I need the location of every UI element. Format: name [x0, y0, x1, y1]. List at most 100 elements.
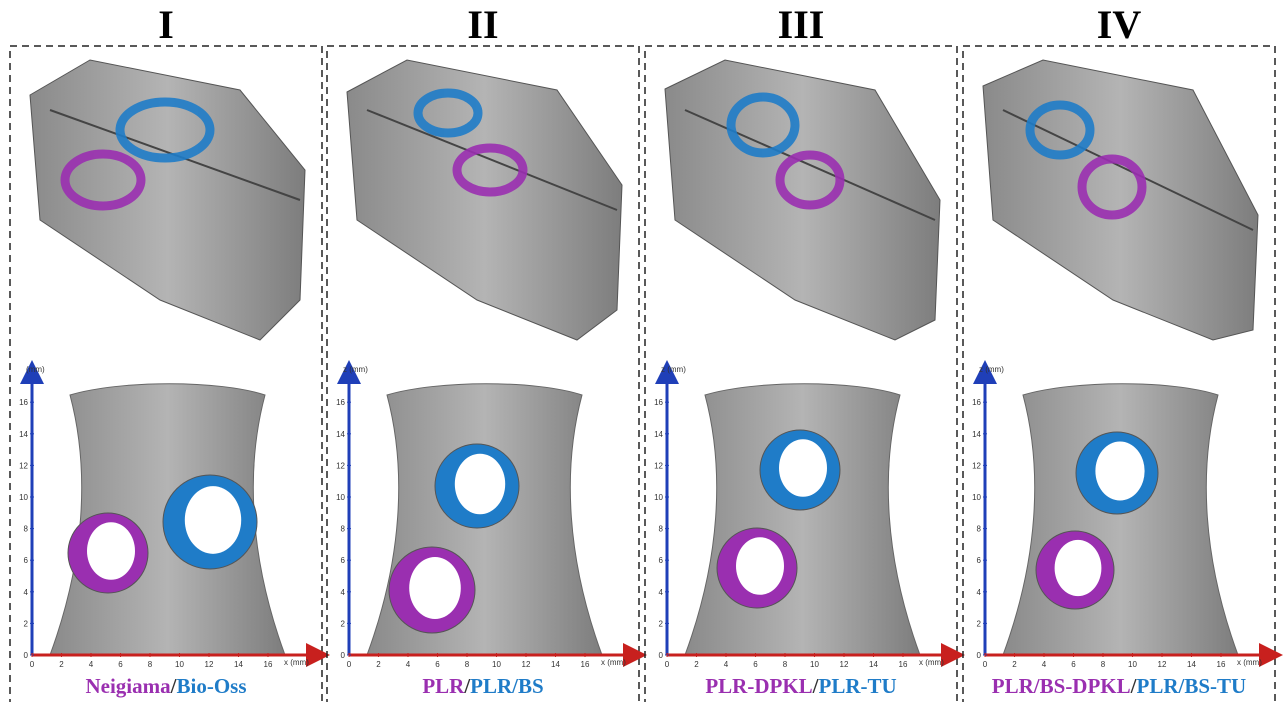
- defect-void: [185, 486, 241, 554]
- bone-section: [1003, 384, 1238, 655]
- x-tick-label: 2: [376, 660, 381, 669]
- x-axis-label: x (mm): [919, 658, 944, 667]
- x-tick-label: 2: [694, 660, 699, 669]
- label-part: PLR: [422, 674, 465, 698]
- z-tick-label: 10: [972, 493, 981, 502]
- z-tick-label: 4: [977, 588, 982, 597]
- group-label: Neigiama/Bio-Oss: [85, 674, 246, 698]
- bone-render: [347, 60, 622, 340]
- z-tick-label: 8: [341, 525, 346, 534]
- z-tick-label: 4: [341, 588, 346, 597]
- z-tick-label: 14: [972, 430, 981, 439]
- defect-void: [1095, 441, 1144, 500]
- panel-numeral: I: [158, 2, 174, 47]
- z-axis-label: z (mm): [979, 365, 1004, 374]
- x-tick-label: 10: [810, 660, 819, 669]
- z-tick-label: 12: [19, 461, 28, 470]
- x-tick-label: 4: [724, 660, 729, 669]
- z-axis-label: z (mm): [343, 365, 368, 374]
- bone-section: [685, 384, 920, 655]
- x-tick-label: 12: [1158, 660, 1167, 669]
- figure: I(mm)x (mm)00224466881010121214141616Nei…: [0, 0, 1283, 702]
- x-tick-label: 8: [1101, 660, 1106, 669]
- x-tick-label: 6: [118, 660, 123, 669]
- panel-numeral: III: [778, 2, 825, 47]
- label-part: PLR/BS: [470, 674, 544, 698]
- defect-void: [1055, 540, 1102, 596]
- x-tick-label: 4: [1042, 660, 1047, 669]
- x-tick-label: 14: [551, 660, 560, 669]
- z-tick-label: 6: [977, 556, 982, 565]
- label-part: Neigiama: [85, 674, 171, 698]
- x-tick-label: 16: [1217, 660, 1226, 669]
- x-tick-label: 14: [1187, 660, 1196, 669]
- x-tick-label: 8: [465, 660, 470, 669]
- z-tick-label: 10: [654, 493, 663, 502]
- x-tick-label: 14: [234, 660, 243, 669]
- x-tick-label: 2: [1012, 660, 1017, 669]
- z-tick-label: 16: [654, 398, 663, 407]
- z-tick-label: 2: [977, 619, 982, 628]
- x-tick-label: 16: [581, 660, 590, 669]
- defect-void: [455, 454, 505, 514]
- defect-void: [87, 522, 135, 580]
- z-tick-label: 8: [659, 525, 664, 534]
- z-axis-label: (mm): [26, 365, 45, 374]
- z-tick-label: 14: [654, 430, 663, 439]
- z-tick-label: 8: [977, 525, 982, 534]
- z-tick-label: 2: [659, 619, 664, 628]
- z-tick-label: 16: [19, 398, 28, 407]
- z-tick-label: 14: [19, 430, 28, 439]
- z-tick-label: 8: [24, 525, 29, 534]
- x-tick-label: 4: [406, 660, 411, 669]
- x-tick-label: 8: [783, 660, 788, 669]
- x-tick-label: 10: [175, 660, 184, 669]
- z-tick-label: 12: [654, 461, 663, 470]
- group-label: PLR-DPKL/PLR-TU: [705, 674, 896, 698]
- x-tick-label: 16: [899, 660, 908, 669]
- label-part: PLR-TU: [819, 674, 897, 698]
- x-axis-label: x (mm): [284, 658, 309, 667]
- panel-numeral: IV: [1097, 2, 1142, 47]
- z-tick-label: 0: [977, 651, 982, 660]
- z-tick-label: 10: [19, 493, 28, 502]
- z-tick-label: 6: [24, 556, 29, 565]
- z-tick-label: 2: [341, 619, 346, 628]
- label-part: PLR/BS-DPKL: [992, 674, 1131, 698]
- group-label: PLR/BS-DPKL/PLR/BS-TU: [992, 674, 1246, 698]
- x-tick-label: 4: [89, 660, 94, 669]
- defect-void: [779, 439, 827, 497]
- x-tick-label: 12: [522, 660, 531, 669]
- x-tick-label: 2: [59, 660, 64, 669]
- label-part: PLR/BS-TU: [1137, 674, 1247, 698]
- z-tick-label: 2: [24, 619, 29, 628]
- x-tick-label: 10: [492, 660, 501, 669]
- z-tick-label: 0: [659, 651, 664, 660]
- x-tick-label: 8: [148, 660, 153, 669]
- z-tick-label: 6: [659, 556, 664, 565]
- label-part: Bio-Oss: [176, 674, 246, 698]
- x-tick-label: 12: [205, 660, 214, 669]
- x-tick-label: 10: [1128, 660, 1137, 669]
- bone-render: [983, 60, 1258, 340]
- panel-numeral: II: [467, 2, 498, 47]
- x-tick-label: 16: [264, 660, 273, 669]
- x-tick-label: 6: [753, 660, 758, 669]
- x-axis-label: x (mm): [1237, 658, 1262, 667]
- z-tick-label: 0: [341, 651, 346, 660]
- x-tick-label: 6: [435, 660, 440, 669]
- x-tick-label: 0: [347, 660, 352, 669]
- x-tick-label: 0: [30, 660, 35, 669]
- x-tick-label: 0: [983, 660, 988, 669]
- z-tick-label: 12: [972, 461, 981, 470]
- x-tick-label: 6: [1071, 660, 1076, 669]
- z-tick-label: 12: [336, 461, 345, 470]
- z-axis-label: z (mm): [661, 365, 686, 374]
- z-tick-label: 10: [336, 493, 345, 502]
- z-tick-label: 14: [336, 430, 345, 439]
- x-tick-label: 0: [665, 660, 670, 669]
- z-tick-label: 4: [659, 588, 664, 597]
- x-axis-label: x (mm): [601, 658, 626, 667]
- z-tick-label: 4: [24, 588, 29, 597]
- group-label: PLR/PLR/BS: [422, 674, 543, 698]
